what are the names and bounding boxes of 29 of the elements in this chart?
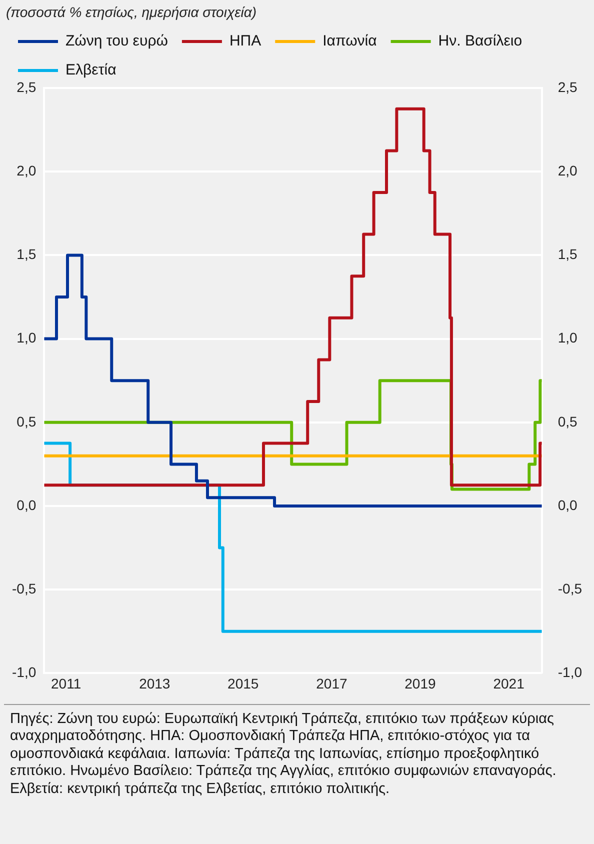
chart-title: (ποσοστά % ετησίως, ημερήσια στοιχεία)	[5, 3, 258, 20]
y-tick-label: 0,0	[16, 496, 36, 513]
y-tick-label: -1,0	[12, 664, 36, 680]
legend-label: Ιαπωνία	[322, 32, 378, 50]
y2-tick-label: -0,5	[558, 580, 582, 596]
y2-tick-label: -1,0	[558, 664, 582, 680]
legend-label: Ελβετία	[66, 62, 117, 79]
y-tick-label: 2,5	[16, 78, 36, 95]
y2-tick-label: 2,5	[558, 78, 578, 95]
x-tick-label: 2013	[139, 675, 170, 692]
y2-tick-label: 0,0	[558, 496, 578, 513]
legend-label: Ζώνη του ευρώ	[66, 32, 168, 50]
x-tick-label: 2015	[228, 675, 259, 692]
y2-tick-label: 0,5	[558, 413, 578, 430]
y-tick-label: 2,0	[16, 162, 36, 178]
legend-label: ΗΠΑ	[229, 32, 262, 50]
legend-label: Ην. Βασίλειο	[438, 32, 522, 50]
y-tick-label: 1,5	[16, 246, 36, 262]
x-tick-label: 2017	[316, 675, 348, 692]
y-tick-label: 1,0	[16, 330, 36, 346]
x-tick-label: 2019	[404, 675, 436, 692]
y-tick-label: -0,5	[12, 580, 36, 596]
y2-tick-label: 1,5	[558, 246, 578, 262]
y2-tick-label: 2,0	[558, 162, 578, 178]
y-tick-label: 0,5	[16, 413, 36, 430]
x-tick-label: 2021	[493, 675, 525, 692]
x-tick-label: 2011	[51, 675, 82, 692]
y2-tick-label: 1,0	[558, 330, 578, 346]
text: Πηγές: Ζώνη του ευρώ: Ευρωπαϊκή Κεντρική Τράπεζα, επιτόκιο των πράξεων κύριας αναχρηματοδότησης. ΗΠΑ: Ομοσπονδιακή Τράπεζα ΗΠΑ, επιτόκιο-στόχος για τα ομοσπονδιακά κεφάλαια. Ιαπωνία: Τράπεζα της Ιαπωνίας, επίσημο προεξοφλητικό επιτόκιο. Ηνωμένο Βασίλειο: Τράπεζα της Αγγλίας, επιτόκιο συμφωνιών επαναγοράς. Ελβετία: κεντρική τράπεζα της Ελβετίας, επιτόκιο πολιτικής.	[4, 704, 590, 798]
